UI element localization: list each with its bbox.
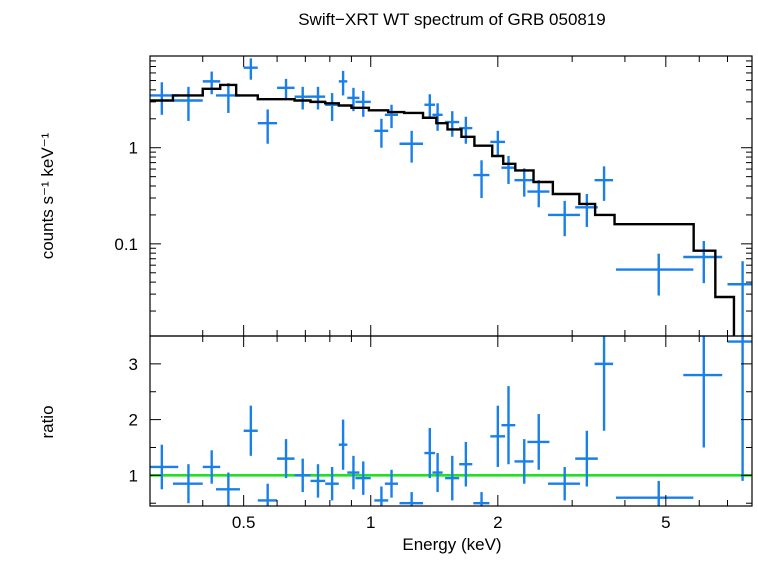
ratio-data-point (202, 450, 221, 484)
bottom-panel: 0.5 1 2 5 1 2 3 ratio Energy (keV) (38, 335, 753, 554)
ratio-y-tick-label: 1 (129, 466, 138, 485)
ratio-data-point (355, 461, 371, 495)
spectrum-data-point (355, 90, 371, 117)
ratio-y-tick-label: 3 (129, 355, 138, 374)
spectrum-data-point (202, 71, 221, 95)
ratio-panel-frame (149, 335, 753, 507)
spectrum-data-point (527, 180, 550, 208)
ratio-data-point (459, 441, 473, 487)
spectrum-model-layer (150, 83, 736, 336)
spectrum-data-point (727, 261, 752, 336)
ratio-data-point (501, 386, 516, 465)
spectrum-data-point (615, 253, 694, 296)
spectrum-data-point (432, 103, 443, 131)
spectrum-data-point (501, 156, 516, 184)
ratio-data-point (243, 405, 258, 456)
ratio-data-point (490, 405, 506, 467)
spectrum-data-point (459, 116, 473, 144)
ratio-data-point (216, 472, 240, 506)
ratio-y-tick-label: 2 (129, 411, 138, 430)
ratio-data-point (277, 439, 295, 479)
x-tick-label: 1 (366, 513, 375, 532)
ratio-data-layer (150, 336, 752, 506)
ratio-data-point (150, 444, 179, 490)
ratio-data-point (257, 483, 278, 506)
spectrum-data-point (384, 104, 398, 129)
ratio-data-point (172, 464, 203, 504)
ratio-data-point (473, 492, 490, 506)
ratio-y-axis-label: ratio (38, 405, 57, 438)
x-tick-label: 0.5 (232, 513, 256, 532)
spectrum-data-point (490, 130, 506, 158)
ratio-ticks: 0.5 1 2 5 1 2 3 (129, 336, 753, 532)
spectrum-data-point (374, 118, 389, 148)
spectrum-data-point (424, 94, 436, 119)
chart-title: Swift−XRT WT spectrum of GRB 050819 (298, 10, 606, 29)
ratio-data-point (727, 336, 752, 481)
spectrum-data-point (594, 166, 614, 201)
ratio-data-point (294, 458, 311, 493)
spectrum-ticks: 0.11 (114, 55, 753, 336)
ratio-data-point (615, 480, 694, 506)
spectrum-data-layer (150, 58, 752, 336)
x-tick-label: 5 (661, 513, 670, 532)
ratio-data-point (384, 469, 398, 498)
spectrum-data-point (514, 168, 534, 197)
spectrum-y-tick-label: 0.1 (114, 235, 138, 254)
ratio-data-point (399, 492, 424, 506)
ratio-data-point (325, 466, 339, 501)
top-panel: 0.11 counts s⁻¹ keV⁻¹ (38, 55, 753, 337)
spectrum-data-point (399, 130, 424, 163)
ratio-data-point (514, 439, 534, 484)
ratio-data-point (310, 464, 326, 498)
spectrum-data-point (310, 86, 326, 110)
spectrum-panel-frame (149, 55, 753, 337)
spectrum-data-point (325, 93, 339, 121)
spectrum-data-point (548, 200, 580, 237)
ratio-data-point (424, 427, 436, 479)
spectrum-model-line (150, 83, 736, 336)
spectrum-data-point (277, 78, 295, 100)
ratio-data-point (445, 455, 460, 501)
ratio-data-point (432, 453, 443, 493)
ratio-data-point (347, 455, 360, 490)
ratio-data-point (575, 430, 598, 487)
spectrum-data-point (243, 58, 258, 80)
x-axis-label: Energy (keV) (402, 535, 501, 554)
spectrum-data-point (473, 160, 490, 198)
ratio-data-point (338, 419, 348, 470)
ratio-data-point (548, 466, 580, 501)
spectrum-data-point (294, 86, 311, 110)
ratio-data-point (374, 486, 389, 506)
spectrum-y-axis-label: counts s⁻¹ keV⁻¹ (38, 132, 57, 259)
spectrum-data-point (257, 109, 278, 144)
ratio-data-point (683, 336, 723, 448)
ratio-data-point (594, 336, 614, 431)
spectrum-data-point (338, 70, 348, 96)
spectrum-data-point (172, 86, 203, 121)
spectrum-y-tick-label: 1 (129, 139, 138, 158)
x-tick-label: 2 (493, 513, 502, 532)
ratio-data-point (527, 414, 550, 470)
